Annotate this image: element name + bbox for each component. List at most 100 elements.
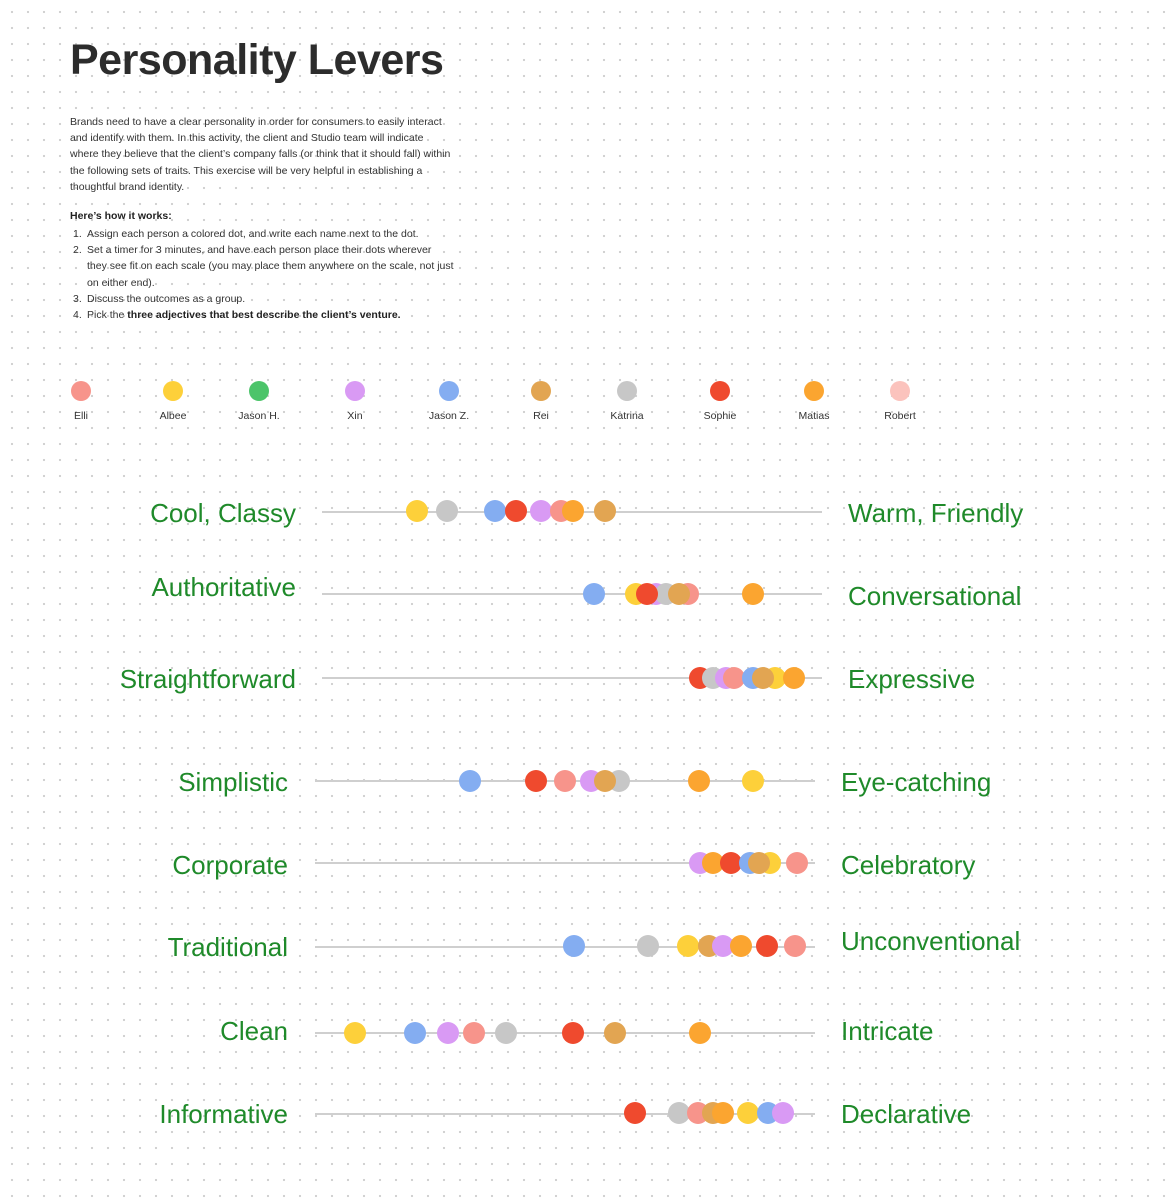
lever-dot-matias[interactable]	[730, 935, 752, 957]
legend-dot[interactable]	[710, 381, 730, 401]
legend-name: Katrina	[610, 410, 644, 422]
lever-left-label: Simplistic	[178, 767, 288, 797]
legend-name: Matias	[798, 410, 830, 422]
lever-right-label: Unconventional	[841, 926, 1021, 956]
lever-dot-katrina[interactable]	[636, 935, 659, 957]
legend-item: Xin	[310, 381, 400, 431]
lever-track	[315, 1113, 815, 1115]
lever-track	[322, 677, 822, 679]
page-title: Personality Levers	[70, 36, 444, 84]
lever-dot-jason-z[interactable]	[582, 583, 605, 605]
lever-dot-rei[interactable]	[604, 1022, 626, 1044]
lever-dot-katrina[interactable]	[668, 1102, 690, 1124]
legend-name: Albee	[159, 410, 187, 422]
lever-dot-rei[interactable]	[748, 852, 770, 874]
intro-paragraph: Brands need to have a clear personality …	[70, 116, 451, 193]
legend-name: Elli	[73, 410, 88, 422]
lever-left-label: Authoritative	[151, 572, 296, 602]
lever-track	[322, 593, 822, 595]
legend-item: Matias	[769, 381, 859, 431]
lever-dot-elli[interactable]	[784, 935, 806, 957]
step-number: 3.	[73, 292, 82, 305]
step-item: 1. Assign each person a colored dot, and…	[70, 226, 454, 242]
lever-right-label: Warm, Friendly	[848, 498, 1024, 528]
step-text: Discuss the outcomes as a group.	[87, 292, 246, 305]
lever-left-label: Informative	[159, 1099, 288, 1129]
legend-dot[interactable]	[617, 381, 637, 401]
lever-right-label: Celebratory	[841, 850, 976, 880]
lever-dot-sophie[interactable]	[624, 1102, 646, 1124]
lever-dot-albee[interactable]	[406, 500, 428, 522]
lever-dot-matias[interactable]	[687, 770, 710, 792]
lever-dot-elli[interactable]	[785, 852, 808, 874]
lever-dot-rei[interactable]	[667, 583, 690, 605]
lever-dot-rei[interactable]	[594, 770, 616, 792]
lever-dot-xin[interactable]	[437, 1022, 459, 1044]
legend-dot[interactable]	[249, 381, 269, 401]
legend-item: Katrina	[582, 381, 672, 431]
legend-item: Elli	[36, 381, 126, 431]
lever-dot-sophie[interactable]	[720, 852, 742, 874]
legend-dot[interactable]	[71, 381, 91, 401]
legend-dot[interactable]	[531, 381, 551, 401]
step-item: 4. Pick the three adjectives that best d…	[70, 307, 454, 323]
legend-dot[interactable]	[163, 381, 183, 401]
legend-item: Rei	[496, 381, 586, 431]
step-number: 4.	[73, 309, 82, 322]
lever-right-label: Expressive	[848, 664, 976, 694]
lever-dot-jason-z[interactable]	[483, 500, 506, 522]
lever-dot-sophie[interactable]	[561, 1022, 584, 1044]
lever-left-label: Cool, Classy	[150, 498, 296, 528]
lever-dot-elli[interactable]	[722, 667, 745, 689]
lever-dot-katrina[interactable]	[436, 500, 458, 522]
legend-dot[interactable]	[890, 381, 910, 401]
legend-dot[interactable]	[345, 381, 365, 401]
lever-dot-matias[interactable]	[701, 852, 724, 874]
legend-dot[interactable]	[804, 381, 824, 401]
legend-name: Jason H.	[238, 410, 280, 422]
step-number: 2.	[73, 244, 82, 257]
lever-dot-albee[interactable]	[676, 935, 699, 957]
lever-dot-katrina[interactable]	[495, 1022, 517, 1044]
step-text-bold: three adjectives that best describe the …	[127, 309, 401, 322]
lever-dot-matias[interactable]	[782, 667, 805, 689]
legend-name: Sophie	[703, 410, 737, 422]
legend-item: Sophie	[675, 381, 765, 431]
lever-left-label: Clean	[220, 1016, 288, 1046]
lever-dot-rei[interactable]	[752, 667, 774, 689]
lever-dot-sophie[interactable]	[505, 500, 527, 522]
lever-dot-matias[interactable]	[562, 500, 584, 522]
lever-dot-jason-z[interactable]	[563, 935, 585, 957]
step-text-prefix: Pick the	[87, 309, 128, 322]
lever-dot-sophie[interactable]	[636, 583, 658, 605]
lever-dot-matias[interactable]	[742, 583, 764, 605]
lever-dot-matias[interactable]	[711, 1102, 734, 1124]
legend-name: Jason Z.	[428, 410, 470, 422]
lever-right-label: Intricate	[841, 1016, 934, 1046]
legend-item: Jason H.	[214, 381, 304, 431]
step-item: 3. Discuss the outcomes as a group.	[70, 291, 454, 307]
legend-item: Albee	[128, 381, 218, 431]
lever-dot-jason-z[interactable]	[459, 770, 481, 792]
lever-right-label: Eye-catching	[841, 767, 992, 797]
step-text: Set a timer for 3 minutes, and have each…	[87, 244, 454, 289]
lever-dot-matias[interactable]	[689, 1022, 711, 1044]
lever-dot-elli[interactable]	[463, 1022, 485, 1044]
step-text: Assign each person a colored dot, and wr…	[87, 228, 419, 240]
lever-dot-sophie[interactable]	[525, 770, 547, 792]
lever-dot-albee[interactable]	[737, 1102, 759, 1124]
lever-right-label: Declarative	[841, 1099, 972, 1129]
lever-dot-jason-z[interactable]	[404, 1022, 426, 1044]
lever-dot-rei[interactable]	[594, 500, 616, 522]
lever-dot-xin[interactable]	[771, 1102, 794, 1124]
lever-dot-sophie[interactable]	[756, 935, 778, 957]
lever-dot-xin[interactable]	[711, 935, 734, 957]
legend-dot[interactable]	[439, 381, 459, 401]
how-it-works-heading: Here’s how it works:	[70, 210, 172, 222]
lever-track	[315, 862, 815, 864]
lever-dot-albee[interactable]	[742, 770, 764, 792]
lever-dot-elli[interactable]	[554, 770, 576, 792]
lever-dot-albee[interactable]	[344, 1022, 366, 1044]
lever-dot-xin[interactable]	[530, 500, 552, 522]
lever-left-label: Straightforward	[119, 664, 296, 694]
